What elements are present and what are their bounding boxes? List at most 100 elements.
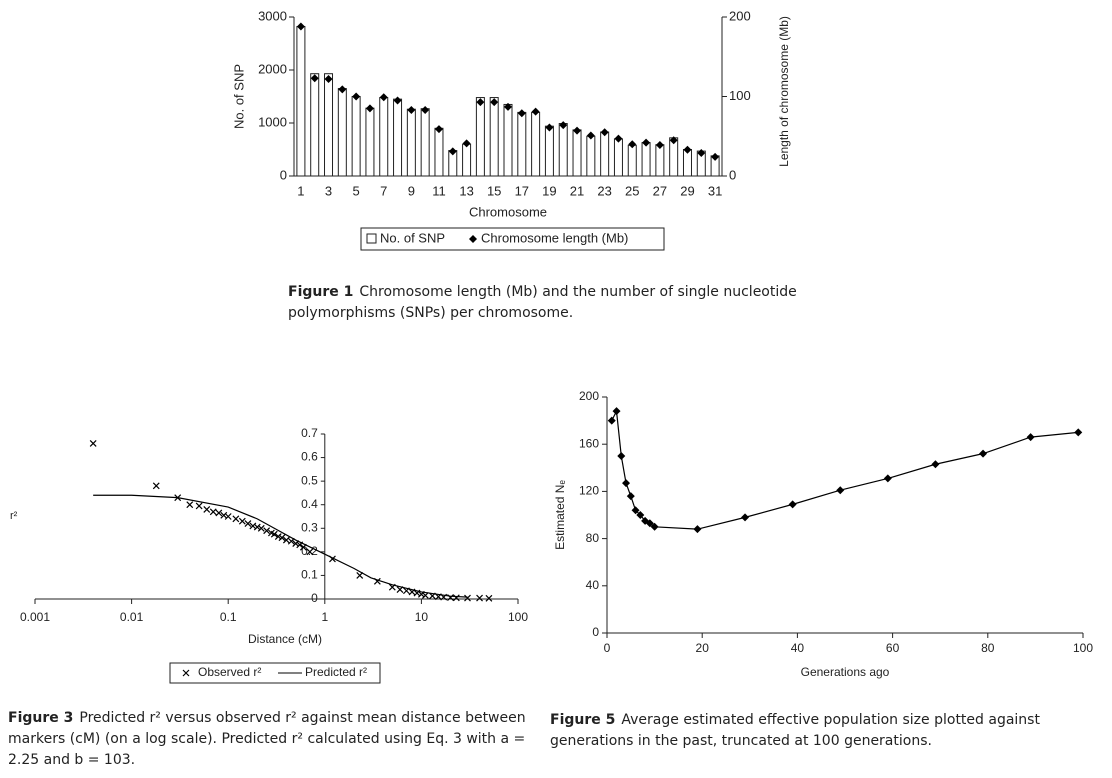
point [979,449,988,458]
bar [462,143,472,177]
y-axis-title: r² [10,510,18,522]
point [600,128,609,137]
bar [296,26,306,177]
x-tick-label: 0 [604,641,611,655]
legend-box [360,227,665,251]
point [636,511,645,519]
y-tick-label: 200 [579,389,599,403]
bar [324,73,334,177]
legend-label: Chromosome length (Mb) [481,230,628,245]
caption: Figure 3 Predicted r² versus observed r² … [8,708,548,771]
point [448,147,457,156]
legend-swatch [366,233,377,244]
observed-point [215,509,223,517]
caption-text: Average estimated effective population s… [550,712,1040,749]
point [788,500,797,509]
point [310,74,319,83]
observed-point [209,508,217,516]
y2-tick-label: 100 [729,88,751,103]
point [379,93,388,102]
bar [641,142,651,177]
x-tick-label: 27 [653,183,667,198]
caption-label: Figure 1 [288,284,354,300]
y-tick-label: 0.4 [301,497,318,511]
x-tick-label: 17 [515,183,529,198]
observed-point [452,594,460,602]
x-tick-label: 10 [415,610,429,624]
legend-label: Predicted r² [305,665,367,679]
bar [503,103,513,177]
bar [655,144,665,177]
x-axis-title: Distance (cM) [248,632,322,646]
point [931,460,940,469]
x-tick-label: 0.1 [220,610,237,624]
point [626,492,635,501]
y-tick-label: 160 [579,436,599,450]
bar [489,97,499,177]
caption: Figure 5 Average estimated effective popu… [550,710,1100,752]
point [365,104,374,113]
point [697,148,706,157]
x-tick-label: 29 [680,183,694,198]
y-tick-label: 120 [579,484,599,498]
observed-point [232,515,240,523]
observed-point [278,534,286,542]
predicted-line [93,494,468,598]
x-tick-label: 40 [791,641,805,655]
observed-point [253,523,261,531]
bar [310,73,320,177]
point [1026,433,1035,442]
legend-label: Observed r² [198,665,261,679]
legend-box [169,662,381,684]
point [617,452,626,460]
y2-tick-label: 0 [729,167,736,182]
caption-label: Figure 5 [550,712,616,728]
bar [379,97,389,177]
y-tick-label: 0.1 [301,568,318,582]
observed-point [203,506,211,513]
x-tick-label: 80 [981,641,995,655]
x-tick-label: 1 [321,610,328,624]
x-axis-title: Chromosome [469,204,547,219]
x-tick-label: 0.01 [120,610,144,624]
point [1074,428,1083,437]
caption-label: Figure 3 [8,710,74,726]
y-tick-label: 0.3 [301,520,318,534]
y-tick-label: 3000 [258,8,287,23]
caption: Figure 1 Chromosome length (Mb) and the n… [288,282,808,324]
point [434,125,443,134]
observed-point [244,520,252,527]
x-tick-label: 0.001 [20,610,50,624]
point [338,85,347,94]
y-tick-label: 0.6 [301,450,318,464]
x-tick-label: 7 [380,183,387,198]
x-tick-label: 100 [1073,641,1093,655]
observed-point [263,527,271,535]
bar [586,135,596,177]
x-tick-label: 13 [459,183,473,198]
y2-axis-title: Length of chromosome (Mb) [777,16,791,167]
x-tick-label: 25 [625,183,639,198]
point [462,139,471,148]
observed-point [356,572,364,579]
bar [517,111,527,177]
legend-label: No. of SNP [380,230,445,245]
observed-point [257,524,265,532]
point [612,407,621,416]
point [545,123,554,132]
x-tick-label: 19 [542,183,556,198]
caption-text: Predicted r² versus observed r² against … [8,710,526,768]
bar [600,131,610,177]
y-tick-label: 1000 [258,114,287,129]
point [655,140,664,149]
x-tick-label: 11 [432,183,446,198]
bar [420,108,430,177]
point [607,416,616,425]
legend-swatch [182,669,190,677]
point [531,107,540,116]
y-tick-label: 80 [586,531,600,545]
x-tick-label: 31 [708,183,722,198]
point [669,136,678,145]
observed-point [195,502,203,510]
point [711,152,720,161]
